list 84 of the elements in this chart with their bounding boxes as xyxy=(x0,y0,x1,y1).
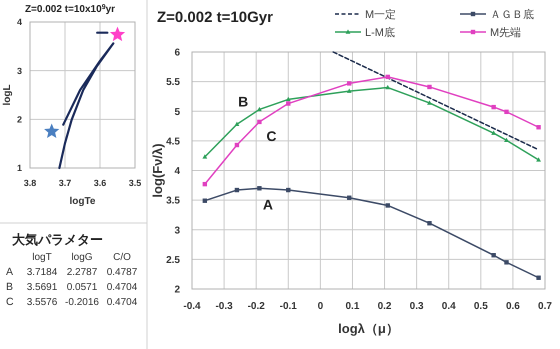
y-tick-label: 4 xyxy=(174,166,180,177)
point xyxy=(347,81,352,86)
text: -0.2016 xyxy=(65,297,99,308)
point xyxy=(386,203,390,208)
y-tick-label: 3 xyxy=(16,66,22,76)
x-tick-label: 0.3 xyxy=(410,301,424,312)
category-label: logT xyxy=(32,252,52,263)
point xyxy=(491,104,496,110)
point xyxy=(347,196,352,200)
x-tick-label: -0.4 xyxy=(183,301,202,312)
x-tick-label: 0.1 xyxy=(346,301,360,312)
point xyxy=(234,142,240,148)
x-tick-label: 0.2 xyxy=(378,301,392,312)
x-tick-label: -0.3 xyxy=(215,301,234,312)
legend-label: L-M底 xyxy=(365,26,395,39)
y-tick-label: 1 xyxy=(16,163,22,174)
point xyxy=(504,110,509,114)
point xyxy=(202,182,208,186)
point xyxy=(234,122,240,126)
point xyxy=(536,157,541,162)
x-tick-label: 0.6 xyxy=(506,301,520,312)
point xyxy=(536,125,541,130)
y-tick-label: 2 xyxy=(174,284,180,296)
point xyxy=(346,88,352,93)
x-axis-title: logTe xyxy=(70,196,96,207)
legend-label: ＡＧＢ底 xyxy=(490,8,534,21)
text: 3.5691 xyxy=(26,282,58,293)
point xyxy=(504,260,509,265)
y-axis-title: log(Fν/λ) xyxy=(150,143,165,198)
legend-label: M一定 xyxy=(365,8,396,21)
annotation: C xyxy=(266,128,276,144)
y-tick-label: 2 xyxy=(16,114,22,124)
annotation: A xyxy=(262,196,273,213)
annotation: B xyxy=(238,94,248,110)
y-axis-title: logL xyxy=(2,84,13,106)
x-tick-label: 3.6 xyxy=(94,178,106,188)
x-tick-label: 3.5 xyxy=(128,178,142,188)
y-tick-label: 4 xyxy=(16,17,22,28)
x-tick-label: 0.4 xyxy=(442,301,456,312)
point xyxy=(286,101,290,106)
point xyxy=(234,188,240,192)
text: 大気パラメター xyxy=(12,232,103,247)
y-tick-label: 5 xyxy=(174,106,180,118)
y-tick-label: 3.5 xyxy=(166,196,180,207)
category-label: B xyxy=(6,281,14,293)
x-tick-label: -0.2 xyxy=(248,301,266,312)
text: 0.0571 xyxy=(66,282,98,293)
y-tick-label: 2.5 xyxy=(166,254,180,266)
point xyxy=(286,188,290,192)
point xyxy=(386,74,390,80)
point xyxy=(202,154,208,159)
text: 2.2787 xyxy=(66,267,98,278)
x-tick-label: 0.5 xyxy=(474,301,488,312)
point xyxy=(385,84,390,90)
x-tick-label: -0.1 xyxy=(280,301,298,312)
category-label: A xyxy=(6,266,14,278)
text: 3.5576 xyxy=(26,297,58,308)
point xyxy=(427,100,432,105)
point xyxy=(491,253,496,258)
point xyxy=(536,276,541,280)
point xyxy=(257,120,262,124)
chart-title: Z=0.002 t=10Gyr xyxy=(157,9,274,26)
legend-label: M先端 xyxy=(490,26,522,39)
y-tick-label: 6 xyxy=(174,48,180,58)
category-label: C/O xyxy=(113,252,132,263)
category-label: C xyxy=(6,296,14,308)
point xyxy=(427,221,432,226)
point xyxy=(286,96,291,102)
x-tick-label: 0.7 xyxy=(538,301,552,312)
y-tick-label: 5.5 xyxy=(166,77,180,88)
x-tick-label: 0 xyxy=(318,301,324,312)
y-tick-label: 3 xyxy=(174,225,180,236)
x-axis-title: logλ（μ） xyxy=(338,321,399,336)
point xyxy=(257,186,262,190)
x-tick-label: 3.8 xyxy=(24,178,36,188)
point xyxy=(202,198,208,203)
text: 0.4704 xyxy=(106,282,138,293)
category-label: logG xyxy=(71,252,93,263)
chart-title: Z=0.002 t=10x10$^{9}$yr xyxy=(24,4,116,15)
text: 0.4787 xyxy=(106,267,138,278)
x-tick-label: 3.7 xyxy=(58,178,72,188)
y-tick-label: 4.5 xyxy=(166,136,180,148)
text: 0.4704 xyxy=(106,297,138,308)
text: 3.7184 xyxy=(26,267,58,278)
